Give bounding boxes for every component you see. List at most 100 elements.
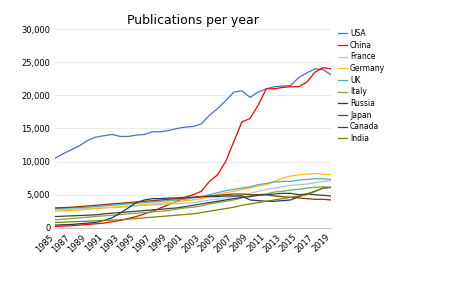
USA	[255, 90, 260, 94]
France	[255, 190, 260, 193]
USA	[198, 122, 204, 126]
Japan	[174, 197, 179, 200]
India	[214, 208, 220, 212]
China	[206, 180, 212, 183]
France	[319, 180, 325, 183]
UK	[125, 202, 131, 206]
China	[328, 67, 333, 71]
Italy	[157, 209, 163, 213]
India	[230, 206, 236, 209]
Italy	[117, 213, 123, 216]
Russia	[117, 211, 123, 215]
USA	[125, 135, 131, 138]
USA	[247, 95, 252, 99]
China	[279, 86, 285, 89]
Italy	[312, 186, 317, 189]
USA	[295, 76, 301, 79]
China	[52, 225, 58, 228]
Japan	[263, 193, 269, 197]
Germany	[247, 186, 252, 190]
Japan	[190, 196, 196, 199]
India	[328, 186, 333, 189]
China	[198, 190, 204, 193]
USA	[141, 133, 147, 136]
India	[61, 220, 66, 224]
Japan	[101, 203, 106, 206]
India	[247, 202, 252, 206]
Germany	[271, 180, 276, 183]
India	[101, 219, 106, 222]
India	[85, 219, 90, 223]
Japan	[133, 200, 139, 204]
Italy	[279, 190, 285, 193]
Germany	[287, 174, 293, 178]
China	[157, 206, 163, 210]
India	[198, 211, 204, 214]
Title: Publications per year: Publications per year	[127, 14, 258, 27]
Canada	[295, 193, 301, 197]
Italy	[239, 196, 244, 200]
Russia	[77, 222, 82, 225]
Russia	[255, 199, 260, 202]
Canada	[93, 213, 98, 217]
UK	[279, 180, 285, 183]
China	[166, 203, 171, 206]
China	[247, 117, 252, 120]
USA	[61, 152, 66, 155]
India	[133, 217, 139, 220]
Germany	[141, 203, 147, 206]
Canada	[125, 210, 131, 214]
India	[190, 212, 196, 215]
Germany	[328, 173, 333, 177]
UK	[157, 199, 163, 203]
Germany	[223, 191, 228, 194]
China	[141, 212, 147, 215]
France	[295, 183, 301, 187]
UK	[141, 201, 147, 204]
USA	[214, 107, 220, 110]
Germany	[157, 201, 163, 205]
Canada	[239, 196, 244, 199]
France	[279, 185, 285, 188]
Russia	[279, 199, 285, 202]
India	[303, 193, 309, 197]
UK	[190, 196, 196, 200]
France	[198, 199, 204, 203]
Canada	[255, 194, 260, 197]
Italy	[182, 206, 187, 210]
Canada	[230, 197, 236, 200]
USA	[93, 135, 98, 139]
China	[312, 70, 317, 74]
Canada	[328, 194, 333, 198]
India	[271, 198, 276, 202]
UK	[255, 183, 260, 187]
France	[214, 198, 220, 201]
France	[166, 202, 171, 206]
Italy	[77, 216, 82, 220]
Italy	[150, 210, 155, 214]
Germany	[198, 197, 204, 200]
Italy	[214, 201, 220, 204]
Canada	[150, 208, 155, 212]
Japan	[287, 196, 293, 199]
Line: Germany: Germany	[55, 173, 330, 211]
Russia	[312, 190, 317, 193]
India	[174, 213, 179, 217]
UK	[182, 198, 187, 201]
Japan	[52, 206, 58, 210]
China	[68, 224, 74, 227]
USA	[287, 84, 293, 87]
UK	[230, 188, 236, 191]
India	[206, 209, 212, 213]
Canada	[303, 192, 309, 196]
Russia	[141, 198, 147, 202]
Russia	[206, 195, 212, 198]
Japan	[312, 198, 317, 201]
Russia	[190, 196, 196, 199]
Canada	[198, 202, 204, 206]
USA	[166, 129, 171, 132]
Line: Russia: Russia	[55, 187, 330, 225]
Germany	[279, 176, 285, 180]
China	[61, 224, 66, 228]
India	[295, 194, 301, 198]
